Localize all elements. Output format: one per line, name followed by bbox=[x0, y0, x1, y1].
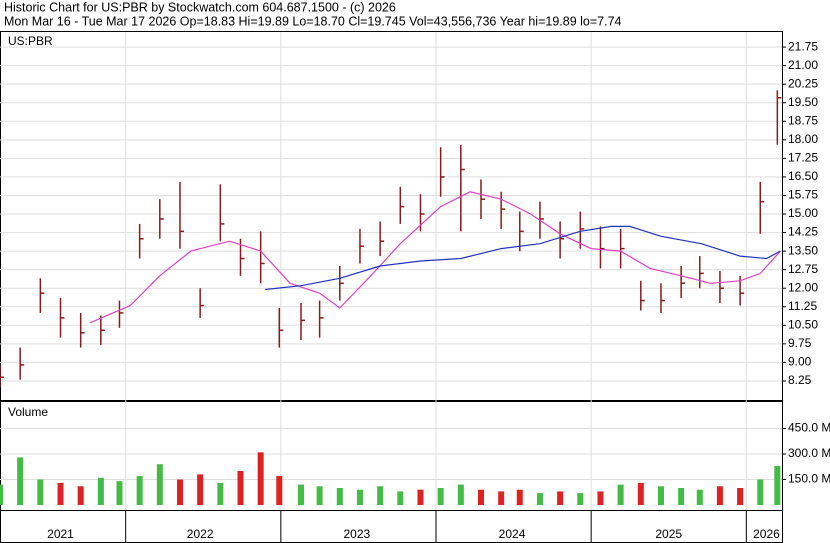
volume-bar bbox=[457, 484, 464, 505]
volume-bar bbox=[477, 489, 484, 505]
y-tick-label: 11.25 bbox=[788, 299, 817, 313]
volume-bar bbox=[17, 457, 24, 505]
volume-title: Volume bbox=[8, 405, 48, 419]
volume-bar bbox=[397, 491, 404, 505]
volume-bar bbox=[557, 491, 564, 505]
y-tick-label: 21.00 bbox=[788, 58, 818, 72]
y-tick-label: 150.0 M bbox=[788, 472, 830, 486]
y-tick-label: 9.00 bbox=[788, 355, 812, 369]
symbol-label: US:PBR bbox=[8, 34, 53, 48]
volume-bar bbox=[516, 489, 523, 505]
volume-bar bbox=[657, 486, 664, 505]
volume-bar bbox=[498, 491, 505, 505]
year-label: 2025 bbox=[655, 527, 682, 541]
volume-bar bbox=[77, 486, 84, 505]
y-tick-label: 15.00 bbox=[788, 206, 818, 220]
volume-bar bbox=[356, 489, 363, 505]
volume-bar bbox=[377, 486, 384, 505]
price-panel bbox=[0, 31, 783, 401]
moving-average bbox=[265, 225, 781, 291]
volume-bar bbox=[774, 465, 781, 505]
chart-subtitle: Mon Mar 16 - Tue Mar 17 2026 Op=18.83 Hi… bbox=[4, 14, 622, 28]
chart-title: Historic Chart for US:PBR by Stockwatch.… bbox=[4, 0, 396, 14]
y-tick-label: 300.0 M bbox=[788, 446, 830, 460]
year-label: 2023 bbox=[344, 527, 371, 541]
y-tick-label: 20.25 bbox=[788, 76, 818, 90]
volume-bar bbox=[678, 488, 685, 505]
y-tick-label: 21.75 bbox=[788, 39, 818, 53]
volume-bar bbox=[176, 479, 183, 505]
volume-bar bbox=[57, 482, 64, 505]
year-label: 2021 bbox=[47, 527, 74, 541]
year-label: 2024 bbox=[499, 527, 526, 541]
volume-bar bbox=[136, 476, 143, 505]
volume-bar bbox=[716, 486, 723, 505]
y-tick-label: 9.75 bbox=[788, 336, 812, 350]
volume-bar bbox=[156, 464, 163, 505]
y-tick-label: 12.75 bbox=[788, 262, 818, 276]
y-tick-label: 14.25 bbox=[788, 225, 818, 239]
y-tick-label: 15.75 bbox=[788, 188, 818, 202]
volume-bar bbox=[737, 488, 744, 505]
y-tick-label: 8.25 bbox=[788, 373, 812, 387]
year-label: 2026 bbox=[753, 527, 780, 541]
volume-bar bbox=[757, 479, 764, 505]
volume-bar bbox=[597, 491, 604, 505]
y-tick-label: 17.25 bbox=[788, 151, 818, 165]
volume-bar bbox=[696, 489, 703, 505]
volume-bar bbox=[617, 484, 624, 505]
volume-bar bbox=[417, 489, 424, 505]
year-label: 2022 bbox=[187, 527, 214, 541]
volume-bar bbox=[197, 474, 204, 505]
volume-bar bbox=[276, 476, 283, 505]
volume-bar bbox=[298, 484, 305, 505]
volume-bar bbox=[37, 479, 44, 505]
volume-bar bbox=[116, 481, 123, 505]
volume-bar bbox=[257, 452, 264, 505]
volume-bar bbox=[577, 493, 584, 505]
volume-bar bbox=[536, 493, 543, 505]
volume-bar bbox=[437, 488, 444, 505]
volume-bar bbox=[637, 482, 644, 505]
moving-average bbox=[89, 191, 781, 324]
y-tick-label: 18.75 bbox=[788, 113, 818, 127]
y-tick-label: 19.50 bbox=[788, 95, 818, 109]
volume-bar bbox=[97, 477, 104, 505]
volume-bar bbox=[217, 482, 224, 505]
volume-bar bbox=[336, 488, 343, 505]
y-tick-label: 13.50 bbox=[788, 243, 818, 257]
y-tick-label: 450.0 M bbox=[788, 421, 830, 435]
y-tick-label: 16.50 bbox=[788, 169, 818, 183]
y-tick-label: 18.00 bbox=[788, 132, 818, 146]
y-tick-label: 10.50 bbox=[788, 317, 818, 331]
volume-bar bbox=[0, 484, 3, 505]
volume-bar bbox=[237, 471, 244, 505]
volume-bar bbox=[316, 486, 323, 505]
y-tick-label: 12.00 bbox=[788, 280, 818, 294]
